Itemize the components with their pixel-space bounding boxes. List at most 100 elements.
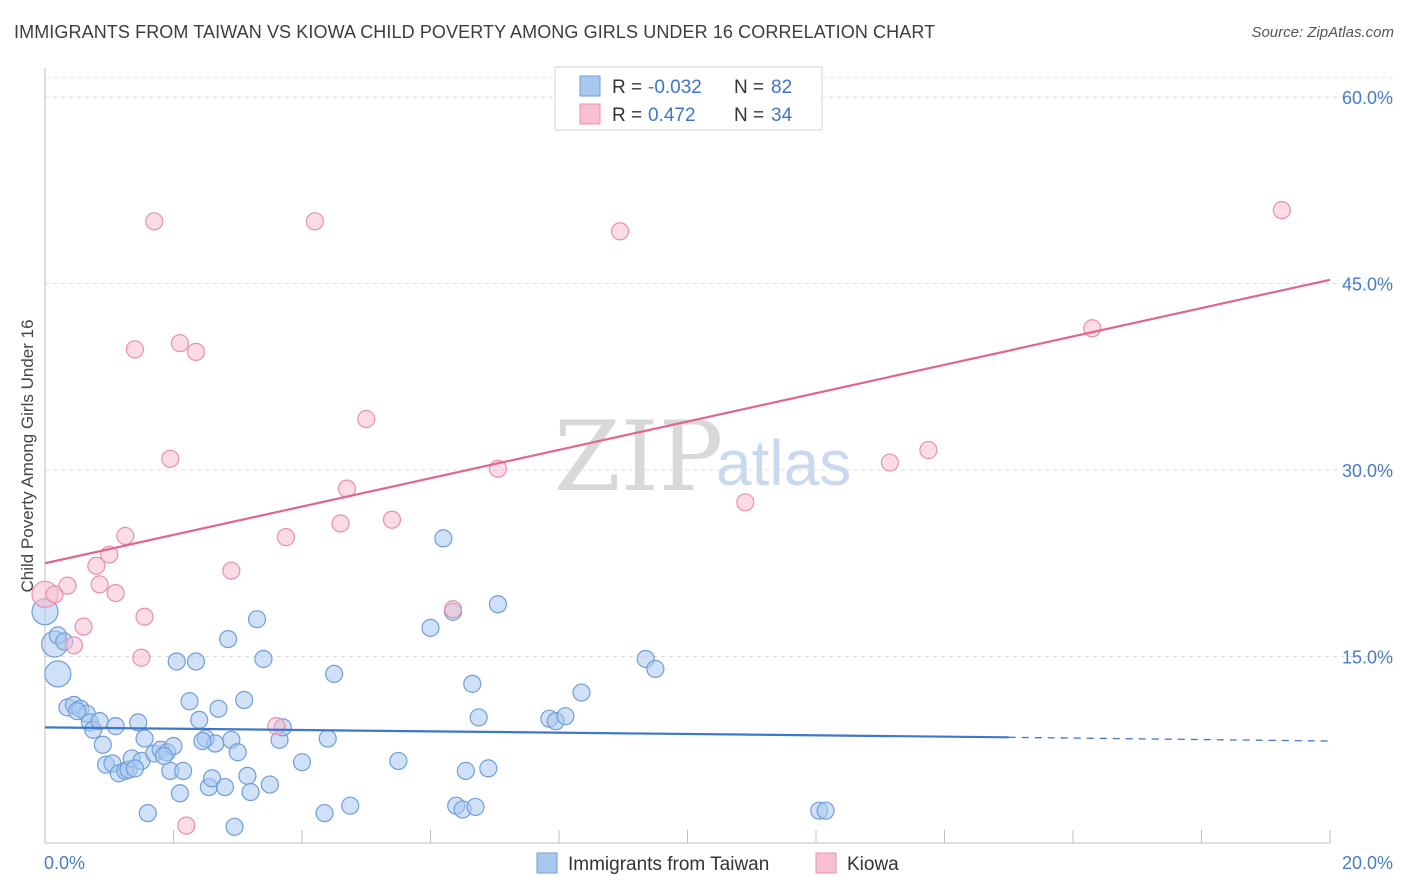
axes (44, 68, 1331, 844)
taiwan-point (254, 649, 273, 669)
taiwan-point (479, 759, 498, 778)
taiwan-point (469, 708, 488, 727)
kiowa-trend-line (44, 278, 1331, 565)
kiowa-point (222, 561, 241, 580)
kiowa-point (45, 585, 64, 604)
taiwan-point (167, 652, 186, 671)
taiwan-point (186, 652, 206, 671)
taiwan-point (292, 753, 312, 772)
y-tick-label: 60.0% (1342, 88, 1393, 108)
chart-title: IMMIGRANTS FROM TAIWAN VS KIOWA CHILD PO… (14, 22, 936, 42)
kiowa-point (305, 212, 324, 231)
taiwan-point (154, 746, 173, 766)
kiowa-point (919, 441, 938, 460)
taiwan-point (466, 797, 485, 817)
taiwan-point (456, 761, 475, 780)
data-points (31, 201, 1291, 836)
kiowa-point (90, 575, 109, 594)
kiowa-swatch (579, 103, 601, 125)
kiowa-point (87, 556, 106, 575)
kiowa-point (331, 514, 350, 533)
taiwan-point (180, 692, 199, 711)
gridlines (45, 77, 1395, 657)
taiwan-point (463, 674, 482, 693)
x-tick-label: 0.0% (44, 853, 85, 873)
taiwan-point (241, 782, 260, 802)
taiwan-point (209, 699, 228, 718)
taiwan-point (106, 717, 125, 736)
r-label: R = (612, 77, 642, 98)
taiwan-point (325, 664, 344, 684)
r-value: -0.032 (648, 77, 702, 98)
x-tick-label: 20.0% (1342, 853, 1393, 873)
trend-lines (44, 278, 1331, 742)
kiowa-point (125, 340, 145, 359)
kiowa-point (106, 583, 125, 603)
kiowa-point (161, 449, 180, 468)
legend-taiwan-swatch (536, 852, 558, 874)
stats-legend: R = -0.032 N = 82 R = 0.472 N = 34 (554, 66, 823, 131)
taiwan-point (174, 761, 193, 780)
kiowa-point (135, 607, 154, 626)
taiwan-point (318, 729, 337, 748)
taiwan-point (421, 618, 440, 638)
n-label: N = (734, 105, 764, 126)
taiwan-point (572, 683, 591, 702)
taiwan-point (225, 817, 244, 836)
taiwan-point (93, 735, 112, 754)
kiowa-point (170, 334, 190, 353)
taiwan-point (235, 690, 254, 710)
kiowa-point (736, 493, 755, 512)
taiwan-point (315, 804, 334, 823)
kiowa-point (58, 576, 77, 595)
n-value: 82 (771, 77, 792, 98)
taiwan-point (129, 713, 148, 732)
kiowa-point (357, 409, 376, 429)
taiwan-point (138, 804, 157, 823)
taiwan-trend-extension (1008, 736, 1331, 742)
taiwan-point (135, 729, 154, 748)
y-tick-label: 30.0% (1342, 461, 1393, 481)
kiowa-point (145, 212, 164, 231)
taiwan-point (646, 659, 665, 679)
kiowa-point (116, 526, 135, 545)
y-tick-label: 15.0% (1342, 648, 1393, 668)
taiwan-point (215, 777, 234, 797)
taiwan-point (247, 610, 267, 629)
series-legend: Immigrants from Taiwan Kiowa (536, 852, 899, 875)
watermark-zip: ZIP (554, 401, 723, 513)
kiowa-point (132, 648, 151, 667)
legend-kiowa-swatch (815, 852, 837, 874)
taiwan-point (202, 769, 222, 788)
kiowa-point (177, 816, 196, 835)
taiwan-point (228, 743, 247, 762)
kiowa-point (382, 510, 402, 529)
taiwan-point (816, 801, 835, 820)
taiwan-point (341, 796, 360, 815)
r-value: 0.472 (648, 105, 696, 126)
kiowa-point (880, 453, 899, 472)
taiwan-swatch (579, 75, 601, 97)
legend-kiowa-label: Kiowa (847, 854, 899, 875)
taiwan-point (170, 784, 190, 803)
kiowa-point (267, 717, 286, 736)
kiowa-point (276, 528, 296, 547)
kiowa-point (610, 222, 630, 241)
n-label: N = (734, 77, 764, 98)
kiowa-point (186, 342, 206, 361)
taiwan-point (260, 775, 279, 794)
kiowa-point (1272, 201, 1291, 220)
watermark-atlas: atlas (716, 427, 851, 499)
taiwan-point (219, 629, 238, 649)
taiwan-point (190, 710, 209, 730)
y-tick-labels: 15.0% 30.0% 45.0% 60.0% (1342, 88, 1393, 668)
kiowa-point (443, 600, 463, 619)
taiwan-point (488, 595, 508, 614)
n-value: 34 (771, 105, 793, 126)
taiwan-point (68, 702, 87, 721)
taiwan-point (434, 529, 453, 548)
kiowa-point (74, 617, 93, 636)
y-axis-label: Child Poverty Among Girls Under 16 (18, 319, 37, 592)
kiowa-point (64, 636, 84, 655)
